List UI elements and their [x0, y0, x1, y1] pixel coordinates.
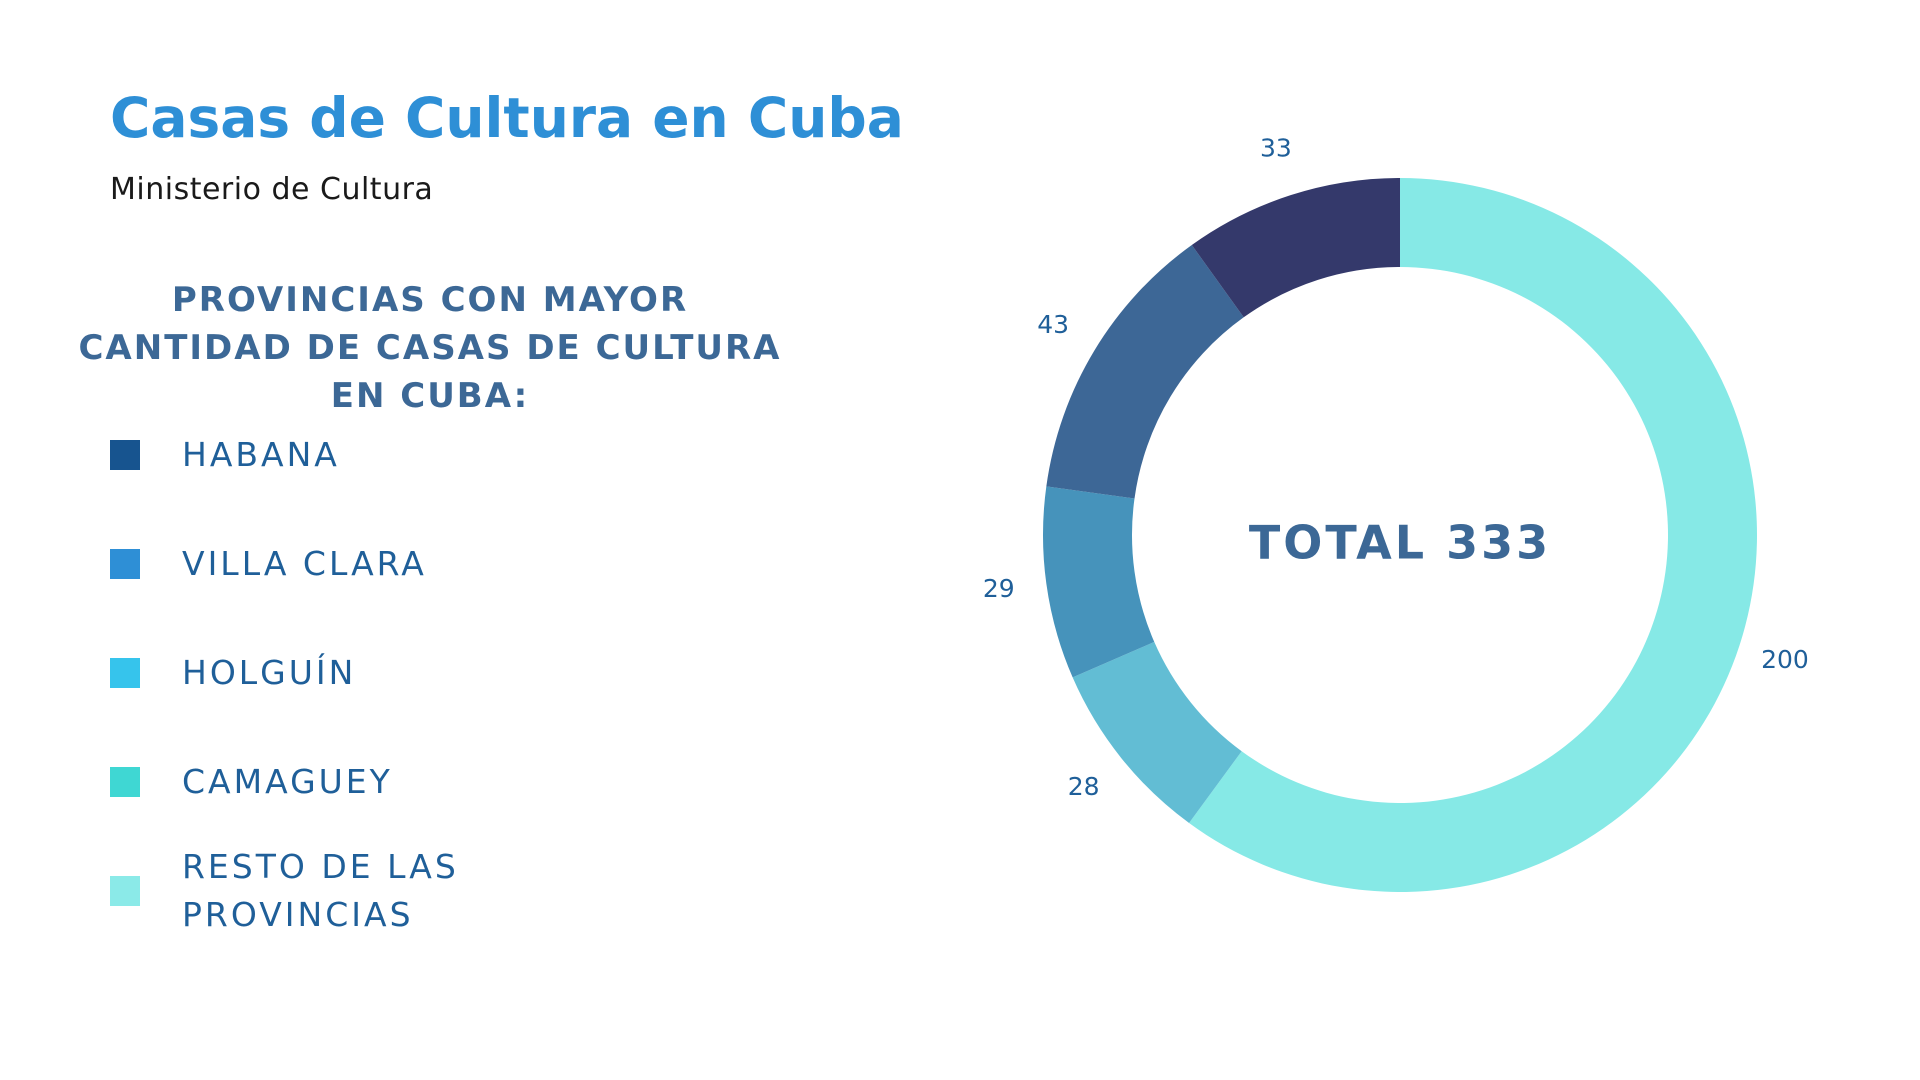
- donut-center-total: TOTAL 333: [1249, 516, 1551, 570]
- legend-label-camaguey: CAMAGUEY: [182, 762, 393, 801]
- donut-value-label-holguin: 29: [983, 574, 1015, 603]
- legend-item-villa-clara: VILLA CLARA: [110, 540, 582, 588]
- donut-value-label-resto-de-las-provincias: 200: [1761, 645, 1809, 674]
- legend-label-resto: RESTO DE LAS PROVINCIAS: [182, 847, 459, 934]
- legend-swatch-habana: [110, 440, 140, 470]
- legend-label-holguin: HOLGUÍN: [182, 653, 357, 692]
- legend-label-habana: HABANA: [182, 435, 340, 474]
- donut-value-label-villa-clara: 43: [1037, 310, 1069, 339]
- legend-item-resto: RESTO DE LAS PROVINCIAS: [110, 843, 582, 939]
- legend-item-holguin: HOLGUÍN: [110, 649, 582, 697]
- legend-swatch-camaguey: [110, 767, 140, 797]
- page-title: Casas de Cultura en Cuba: [110, 86, 904, 150]
- page-subtitle: Ministerio de Cultura: [110, 172, 434, 207]
- donut-slices: [1043, 178, 1758, 892]
- donut-value-label-camaguey: 28: [1068, 772, 1100, 801]
- legend-swatch-villa-clara: [110, 549, 140, 579]
- legend-swatch-resto: [110, 876, 140, 906]
- donut-slice-resto-de-las-provincias: [1189, 178, 1758, 892]
- donut-value-labels: 200 28 29 43 33: [983, 133, 1809, 800]
- donut-value-label-habana: 33: [1260, 133, 1292, 162]
- legend-label-villa-clara: VILLA CLARA: [182, 544, 427, 583]
- chart-title: PROVINCIAS CON MAYOR CANTIDAD DE CASAS D…: [78, 280, 782, 416]
- legend-item-camaguey: CAMAGUEY: [110, 758, 582, 806]
- chart-legend: HABANA VILLA CLARA HOLGUÍN CAMAGUEY REST…: [0, 0, 900, 1080]
- donut-slice-camaguey: [1072, 641, 1242, 824]
- donut-slice-villa-clara: [1046, 244, 1244, 499]
- legend-item-habana: HABANA: [110, 431, 582, 479]
- legend-swatch-holguin: [110, 658, 140, 688]
- donut-slice-habana: [1191, 178, 1400, 318]
- donut-slice-holguin: [1043, 486, 1155, 678]
